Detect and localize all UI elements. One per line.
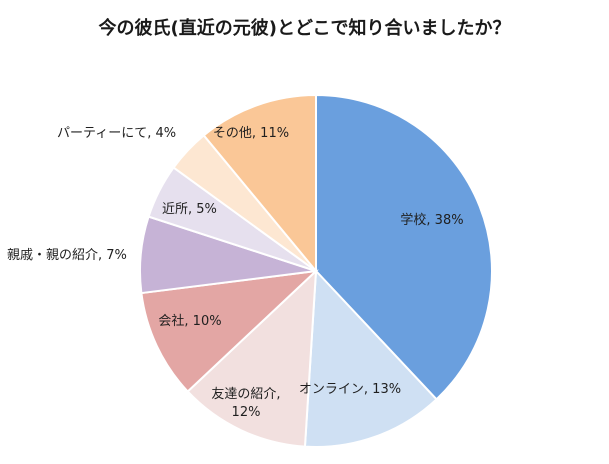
slice-label: 会社, 10% bbox=[158, 313, 221, 329]
slice-label: 親戚・親の紹介, 7% bbox=[7, 248, 127, 263]
slice-label: オンライン, 13% bbox=[299, 382, 401, 397]
slice-label: 学校, 38% bbox=[400, 212, 463, 228]
slice-label: 友達の紹介, 12% bbox=[211, 386, 280, 420]
chart-title: 今の彼氏(直近の元彼)とどこで知り合いましたか？ bbox=[98, 18, 511, 39]
pie-slice bbox=[303, 268, 438, 448]
pie-slice bbox=[202, 93, 317, 274]
slice-label: パーティーにて, 4% bbox=[57, 126, 176, 141]
slice-label: 近所, 5% bbox=[162, 202, 217, 217]
pie-slice bbox=[315, 93, 493, 401]
pie-slice bbox=[186, 268, 318, 448]
pie-slice bbox=[140, 269, 319, 393]
slice-label: その他, 11% bbox=[213, 126, 289, 141]
